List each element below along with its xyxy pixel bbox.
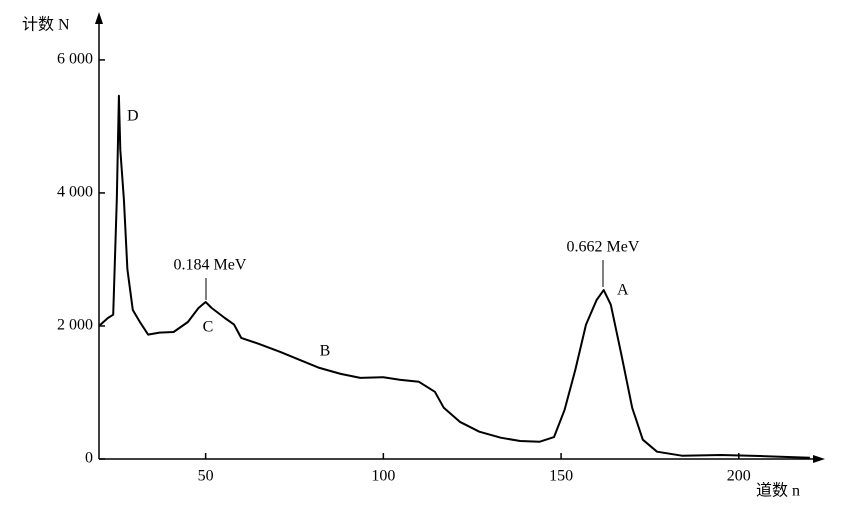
annotation: B	[320, 343, 331, 360]
spectrum-line	[98, 94, 810, 459]
x-axis-label: 道数 n	[756, 482, 800, 500]
y-tick-label: 2 000	[57, 317, 93, 334]
x-tick-label: 50	[198, 468, 214, 485]
annotation: 0.184 MeV	[174, 257, 247, 274]
x-tick-label: 100	[371, 468, 395, 485]
x-tick-label: 200	[727, 468, 751, 485]
x-tick-label: 150	[549, 468, 573, 485]
annotation: A	[617, 282, 629, 299]
x-axis-arrow	[813, 455, 825, 463]
annotation: D	[127, 108, 139, 125]
y-axis-arrow	[95, 12, 103, 24]
annotation: 0.662 MeV	[567, 239, 640, 256]
annotation: C	[203, 319, 214, 336]
y-tick-label: 4 000	[57, 184, 93, 201]
y-tick-label: 6 000	[57, 51, 93, 68]
y-tick-label: 0	[85, 450, 93, 467]
y-axis-label: 计数 N	[22, 16, 70, 34]
